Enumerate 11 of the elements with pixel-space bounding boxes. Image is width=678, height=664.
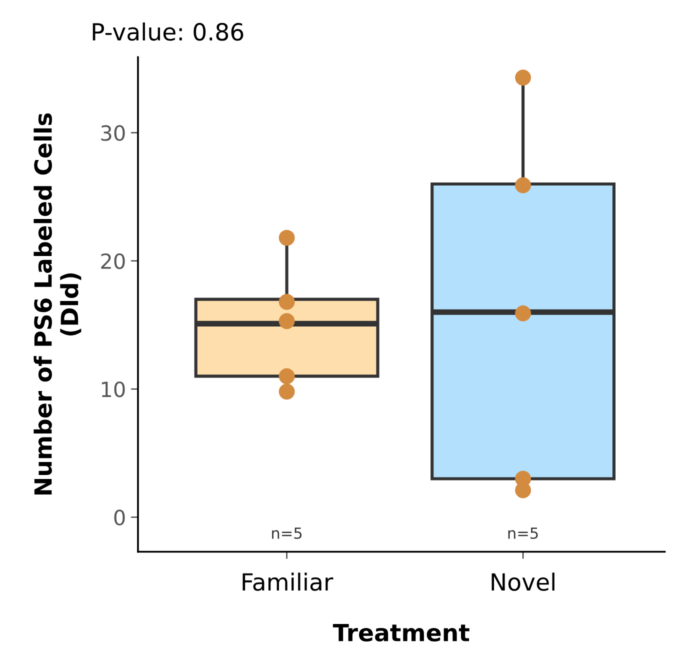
x-tick-label: Familiar [242,572,334,591]
x-tick-label: Novel [492,572,554,591]
annotation: n=5 [272,528,302,539]
x-axis-title: Treatment [332,624,470,642]
y-tick-label: 0 [114,510,125,526]
y-tick-label: 10 [102,381,125,398]
chart-title: P-value: 0.86 [92,22,244,41]
y-axis-title: Number of PS6 Labeled Cells (Dld) [34,113,82,494]
y-tick-label: 20 [101,253,125,270]
y-tick-label: 30 [101,125,125,141]
annotation: n=5 [508,528,538,539]
